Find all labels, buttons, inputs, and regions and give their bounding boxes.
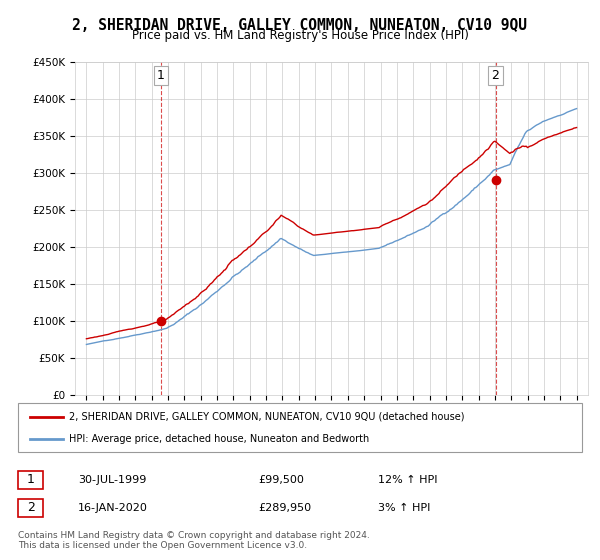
Text: 3% ↑ HPI: 3% ↑ HPI [378,503,430,513]
Text: 1: 1 [157,69,165,82]
Text: £99,500: £99,500 [258,475,304,485]
Text: 16-JAN-2020: 16-JAN-2020 [78,503,148,513]
Text: Contains HM Land Registry data © Crown copyright and database right 2024.
This d: Contains HM Land Registry data © Crown c… [18,531,370,550]
Text: 2, SHERIDAN DRIVE, GALLEY COMMON, NUNEATON, CV10 9QU (detached house): 2, SHERIDAN DRIVE, GALLEY COMMON, NUNEAT… [69,412,464,422]
Text: 30-JUL-1999: 30-JUL-1999 [78,475,146,485]
Text: HPI: Average price, detached house, Nuneaton and Bedworth: HPI: Average price, detached house, Nune… [69,433,369,444]
Text: 2, SHERIDAN DRIVE, GALLEY COMMON, NUNEATON, CV10 9QU: 2, SHERIDAN DRIVE, GALLEY COMMON, NUNEAT… [73,18,527,33]
Text: Price paid vs. HM Land Registry's House Price Index (HPI): Price paid vs. HM Land Registry's House … [131,29,469,42]
Text: 2: 2 [491,69,499,82]
Text: 2: 2 [26,501,35,515]
Text: £289,950: £289,950 [258,503,311,513]
Text: 12% ↑ HPI: 12% ↑ HPI [378,475,437,485]
Text: 1: 1 [26,473,35,487]
